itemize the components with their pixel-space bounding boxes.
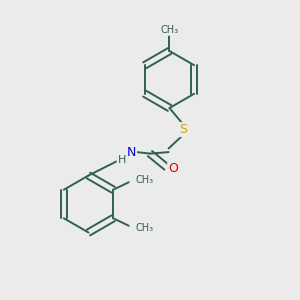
Text: S: S <box>179 123 187 136</box>
Text: N: N <box>127 146 136 159</box>
Text: CH₃: CH₃ <box>160 25 178 35</box>
Text: CH₃: CH₃ <box>135 223 154 232</box>
Text: CH₃: CH₃ <box>135 176 154 185</box>
Text: H: H <box>118 154 126 165</box>
Text: O: O <box>168 162 178 175</box>
